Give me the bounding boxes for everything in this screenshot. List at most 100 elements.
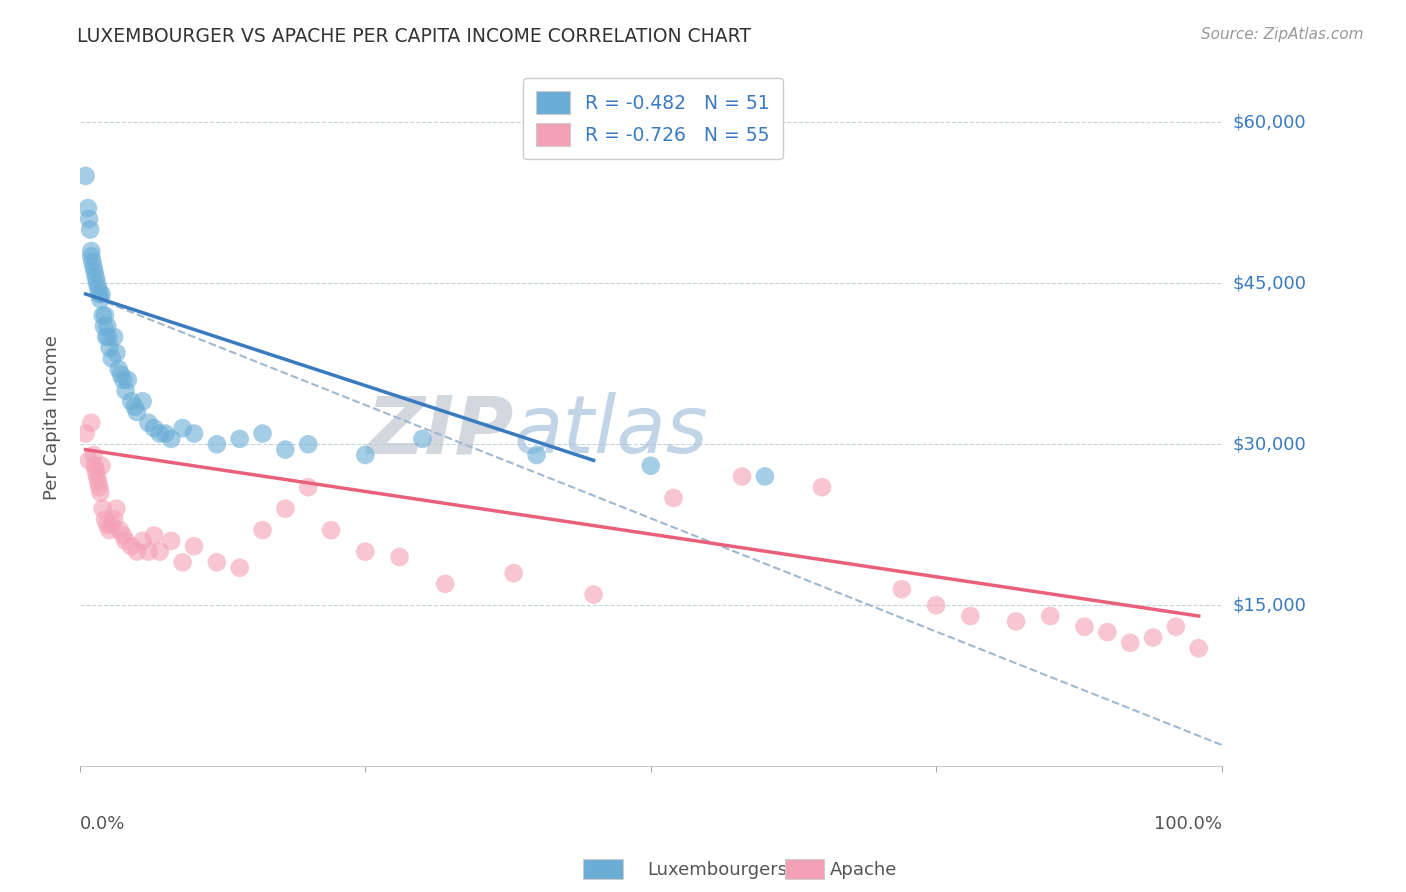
Point (91, 309, 114, 323)
Point (80, 416, 103, 430)
Point (143, 421, 166, 435)
Point (1142, 631, 1164, 645)
Point (138, 416, 160, 430)
Point (183, 426, 205, 441)
Point (131, 394, 153, 409)
Point (89, 293, 111, 307)
Point (87, 475, 110, 489)
Point (96, 517, 118, 532)
Point (90, 458, 112, 473)
Point (143, 528, 166, 542)
Point (108, 523, 131, 537)
Point (93, 319, 115, 334)
Point (890, 582, 912, 597)
Point (117, 373, 139, 387)
Point (77, 453, 100, 467)
Point (149, 426, 172, 441)
Point (107, 362, 129, 376)
Point (105, 501, 128, 516)
Point (114, 384, 136, 398)
Text: $15,000: $15,000 (1233, 596, 1306, 615)
Point (354, 544, 377, 558)
Point (84, 464, 107, 478)
Point (90, 287, 112, 301)
Point (84, 271, 107, 285)
Point (925, 599, 948, 613)
Point (160, 432, 183, 446)
Text: ZIP: ZIP (367, 392, 513, 470)
Point (103, 330, 125, 344)
Point (172, 555, 194, 569)
Point (94, 330, 117, 344)
Point (83, 448, 105, 462)
Point (172, 421, 194, 435)
Point (274, 501, 297, 516)
Point (252, 523, 274, 537)
Point (640, 458, 662, 473)
Point (79, 222, 101, 236)
Text: Source: ZipAtlas.com: Source: ZipAtlas.com (1201, 27, 1364, 42)
Point (160, 533, 183, 548)
Point (96, 319, 118, 334)
Point (77, 211, 100, 226)
Point (582, 588, 605, 602)
Point (75, 169, 97, 183)
Text: $60,000: $60,000 (1233, 113, 1306, 131)
Point (731, 469, 754, 483)
Point (1097, 625, 1119, 640)
Point (86, 469, 108, 483)
Point (1188, 641, 1211, 656)
Point (297, 480, 319, 494)
Point (98, 341, 121, 355)
Point (125, 544, 148, 558)
Point (662, 491, 685, 505)
Point (80, 249, 103, 263)
Point (411, 432, 433, 446)
Point (75, 426, 97, 441)
Point (101, 351, 124, 366)
Point (388, 549, 411, 564)
Point (1164, 620, 1187, 634)
Point (354, 448, 377, 462)
Point (76, 201, 98, 215)
Text: LUXEMBOURGER VS APACHE PER CAPITA INCOME CORRELATION CHART: LUXEMBOURGER VS APACHE PER CAPITA INCOME… (77, 27, 751, 45)
Point (183, 539, 205, 553)
Point (89, 485, 111, 500)
Point (228, 560, 250, 574)
Point (89, 480, 111, 494)
Point (155, 426, 177, 441)
Point (120, 539, 142, 553)
Point (120, 394, 142, 409)
Point (959, 609, 981, 624)
Point (131, 533, 153, 548)
Point (98, 523, 121, 537)
Text: 0.0%: 0.0% (80, 815, 125, 833)
Point (110, 368, 132, 382)
Text: 100.0%: 100.0% (1153, 815, 1222, 833)
Point (87, 282, 110, 296)
Point (205, 555, 228, 569)
Point (1039, 609, 1062, 624)
Point (274, 442, 297, 457)
Point (114, 533, 136, 548)
Point (91, 501, 114, 516)
Point (754, 469, 776, 483)
Point (1119, 636, 1142, 650)
Point (89, 287, 111, 301)
Point (112, 528, 135, 542)
Legend: R = -0.482   N = 51, R = -0.726   N = 55: R = -0.482 N = 51, R = -0.726 N = 55 (523, 78, 783, 160)
Point (103, 512, 125, 526)
Text: $45,000: $45,000 (1233, 274, 1306, 293)
Point (434, 577, 457, 591)
Text: atlas: atlas (513, 392, 709, 470)
Point (86, 277, 108, 291)
Point (124, 400, 146, 414)
Point (205, 437, 228, 451)
Point (138, 544, 160, 558)
Point (83, 458, 105, 473)
Point (502, 566, 524, 580)
Point (82, 254, 104, 268)
Point (228, 432, 250, 446)
Point (297, 437, 319, 451)
Point (252, 426, 274, 441)
